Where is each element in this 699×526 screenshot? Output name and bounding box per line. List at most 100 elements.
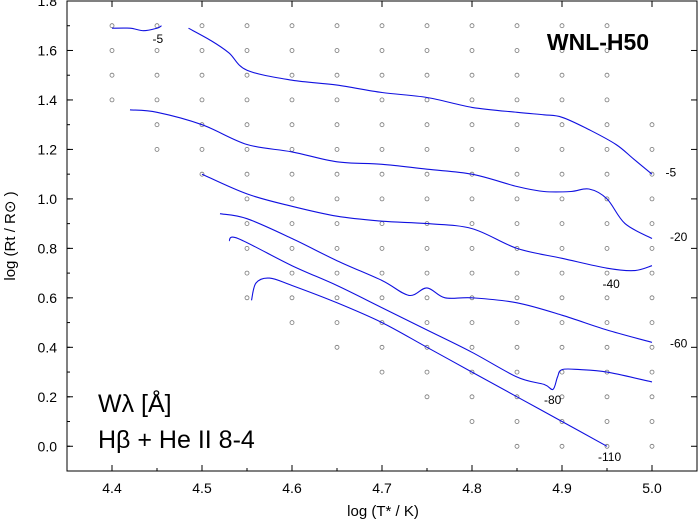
model-grid-point	[289, 97, 295, 103]
model-grid-point	[424, 23, 430, 29]
model-grid-point	[649, 295, 655, 301]
model-grid-point	[379, 270, 385, 276]
model-grid-point	[604, 295, 610, 301]
model-grid-point	[289, 171, 295, 177]
model-grid-point	[379, 72, 385, 78]
model-grid-point	[559, 48, 565, 53]
model-grid-point	[514, 221, 520, 227]
model-grid-point	[469, 122, 475, 128]
model-grid-point	[604, 344, 610, 350]
model-grid-point	[604, 122, 610, 128]
model-grid-point	[649, 196, 655, 202]
model-grid-point	[334, 97, 340, 103]
model-grid-point	[199, 48, 205, 53]
model-grid-point	[154, 48, 160, 53]
model-grid-point	[109, 23, 115, 29]
model-grid-point	[514, 245, 520, 251]
model-grid-point	[334, 72, 340, 78]
y-axis-ticks: 0.0 0.2 0.4 0.6 0.8 1.0 1.2 1.4 1.6 1.8	[38, 0, 697, 472]
y-tick-label: 1.4	[38, 92, 58, 108]
model-grid-point	[424, 320, 430, 326]
model-grid-point	[469, 146, 475, 152]
model-grid-point	[469, 72, 475, 78]
model-grid-point	[469, 23, 475, 29]
x-tick-label: 4.7	[372, 480, 392, 496]
model-grid-point	[424, 122, 430, 128]
model-grid-point	[334, 122, 340, 128]
model-grid-point	[604, 221, 610, 227]
model-grid-point	[649, 171, 655, 177]
y-tick-label: 0.0	[38, 438, 58, 454]
model-grid-point	[379, 344, 385, 350]
model-grid-point	[514, 270, 520, 276]
model-grid-point	[469, 394, 475, 400]
model-grid-point	[649, 394, 655, 400]
model-grid-point	[334, 171, 340, 177]
contour-label: -40	[603, 277, 621, 291]
model-grid-point	[379, 171, 385, 177]
model-grid-point	[244, 23, 250, 29]
y-tick-label: 0.2	[38, 389, 58, 405]
model-grid-point	[334, 146, 340, 152]
x-tick-label: 5.0	[642, 480, 662, 496]
model-grid-point	[424, 48, 430, 53]
model-grid-point	[289, 122, 295, 128]
model-grid-point	[109, 72, 115, 78]
model-grid-point	[559, 270, 565, 276]
y-tick-label: 1.2	[38, 141, 58, 157]
model-grid-point	[379, 23, 385, 29]
model-grid-point	[514, 344, 520, 350]
model-grid-point	[559, 295, 565, 301]
model-grid-point	[469, 369, 475, 375]
model-grid-point	[559, 221, 565, 227]
contour-label: -80	[544, 393, 562, 407]
model-grid-point	[379, 97, 385, 103]
model-grid-point	[424, 394, 430, 400]
model-grid-point	[379, 122, 385, 128]
model-grid-point	[154, 146, 160, 152]
contour-line	[111, 25, 162, 32]
model-grid-point	[289, 221, 295, 227]
model-grid-point	[514, 122, 520, 128]
model-grid-point	[244, 221, 250, 227]
model-grid-point	[244, 122, 250, 128]
y-axis-title: log (Rt / R⊙ )	[2, 191, 19, 280]
model-grid-point	[514, 146, 520, 152]
model-grid-point	[244, 245, 250, 251]
contour-line	[188, 27, 653, 175]
model-grid-point	[289, 48, 295, 53]
model-grid-point	[514, 419, 520, 424]
model-grid-point	[469, 320, 475, 326]
model-grid-point	[109, 48, 115, 53]
model-grid-point	[334, 320, 340, 326]
model-grid-point	[559, 146, 565, 152]
model-grid-point	[289, 320, 295, 326]
model-grid-point	[559, 171, 565, 177]
model-grid-point	[469, 97, 475, 103]
model-grid-point	[514, 48, 520, 53]
model-grid-point	[379, 48, 385, 53]
model-grid-point	[289, 146, 295, 152]
y-tick-label: 0.6	[38, 290, 58, 306]
model-grid-point	[559, 72, 565, 78]
model-grid-point	[514, 171, 520, 177]
model-grid-point	[244, 97, 250, 103]
contour-labels: -5 -5 -20 -40 -60 -80 -110	[153, 32, 688, 464]
y-tick-label: 1.8	[38, 0, 58, 9]
model-grid-point	[244, 196, 250, 202]
model-grid-point	[334, 344, 340, 350]
model-grid-point	[109, 97, 115, 103]
model-grid-point	[334, 196, 340, 202]
model-grid-point	[649, 344, 655, 350]
model-grid-point	[559, 443, 565, 449]
model-grid-point	[199, 23, 205, 29]
model-grid-point	[604, 171, 610, 177]
model-grid-point	[514, 369, 520, 375]
model-grid-point	[514, 443, 520, 449]
model-grid-point	[469, 245, 475, 251]
model-grid-point	[199, 171, 205, 177]
model-grid-point	[424, 295, 430, 301]
model-grid-point	[379, 369, 385, 375]
